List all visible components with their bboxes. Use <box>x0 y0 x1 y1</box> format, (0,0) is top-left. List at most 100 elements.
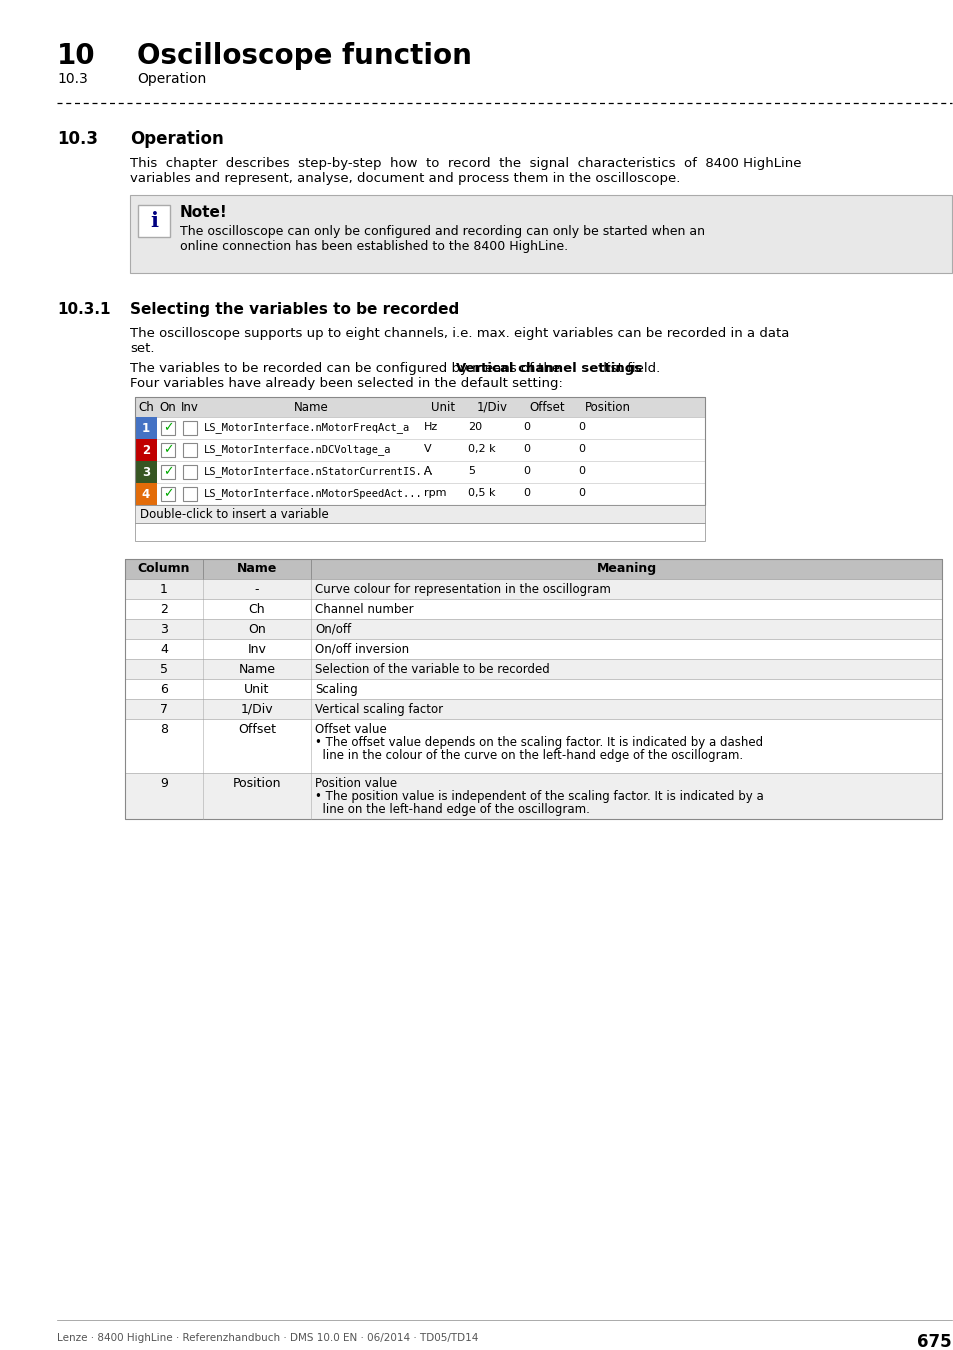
Text: Ch: Ch <box>138 401 153 414</box>
Text: online connection has been established to the 8400 HighLine.: online connection has been established t… <box>180 240 568 252</box>
Text: LS_MotorInterface.nMotorFreqAct_a: LS_MotorInterface.nMotorFreqAct_a <box>204 423 410 433</box>
Text: Inv: Inv <box>247 643 266 656</box>
Text: i: i <box>150 211 158 231</box>
Bar <box>135 483 704 505</box>
Text: 1: 1 <box>160 583 168 595</box>
Text: Offset: Offset <box>529 401 565 414</box>
Text: 4: 4 <box>142 487 150 501</box>
Bar <box>135 460 704 483</box>
Bar <box>161 464 174 479</box>
Text: LS_MotorInterface.nDCVoltage_a: LS_MotorInterface.nDCVoltage_a <box>204 444 391 455</box>
Text: Curve colour for representation in the oscillogram: Curve colour for representation in the o… <box>314 583 610 595</box>
Text: Name: Name <box>236 562 277 575</box>
Text: 1/Div: 1/Div <box>240 703 273 716</box>
Text: 0,5 k: 0,5 k <box>468 487 495 498</box>
Text: 1/Div: 1/Div <box>476 401 507 414</box>
Text: 0: 0 <box>578 423 584 432</box>
Text: Four variables have already been selected in the default setting:: Four variables have already been selecte… <box>130 377 562 390</box>
Text: Offset value: Offset value <box>314 724 386 736</box>
Text: Unit: Unit <box>431 401 455 414</box>
Bar <box>135 417 704 439</box>
Text: 0: 0 <box>578 487 584 498</box>
Bar <box>125 659 941 679</box>
Text: 0,2 k: 0,2 k <box>468 444 496 454</box>
Bar <box>135 397 704 417</box>
Text: -: - <box>254 583 259 595</box>
Bar <box>125 620 941 639</box>
Text: 9: 9 <box>160 778 168 790</box>
Text: 10.3: 10.3 <box>57 72 88 86</box>
Text: set.: set. <box>130 342 154 355</box>
Text: line on the left-hand edge of the oscillogram.: line on the left-hand edge of the oscill… <box>314 803 589 815</box>
Text: ✓: ✓ <box>163 444 173 456</box>
Text: Note!: Note! <box>180 205 228 220</box>
Bar <box>125 579 941 599</box>
Text: 4: 4 <box>160 643 168 656</box>
Text: • The position value is independent of the scaling factor. It is indicated by a: • The position value is independent of t… <box>314 790 763 803</box>
Text: Offset: Offset <box>237 724 275 736</box>
Text: 0: 0 <box>522 487 530 498</box>
Text: Inv: Inv <box>181 401 199 414</box>
Bar <box>125 774 941 819</box>
Bar <box>125 559 941 579</box>
Text: Vertical scaling factor: Vertical scaling factor <box>314 703 442 716</box>
Text: The oscilloscope supports up to eight channels, i.e. max. eight variables can be: The oscilloscope supports up to eight ch… <box>130 327 788 340</box>
Text: line in the colour of the curve on the left-hand edge of the oscillogram.: line in the colour of the curve on the l… <box>314 749 742 761</box>
Text: ✓: ✓ <box>163 487 173 501</box>
Bar <box>135 439 157 460</box>
Bar <box>183 421 196 435</box>
Text: 3: 3 <box>142 466 150 479</box>
Text: Unit: Unit <box>244 683 270 697</box>
Text: Ch: Ch <box>249 603 265 616</box>
Text: 10.3: 10.3 <box>57 130 98 148</box>
Text: Column: Column <box>137 562 190 575</box>
Text: 0: 0 <box>522 444 530 454</box>
Text: Oscilloscope function: Oscilloscope function <box>137 42 472 70</box>
Text: 5: 5 <box>468 466 475 477</box>
Text: V: V <box>423 444 431 454</box>
Text: Selection of the variable to be recorded: Selection of the variable to be recorded <box>314 663 549 676</box>
Bar <box>183 443 196 458</box>
Text: Name: Name <box>294 401 328 414</box>
Bar <box>183 487 196 501</box>
Bar <box>135 397 704 505</box>
Text: The oscilloscope can only be configured and recording can only be started when a: The oscilloscope can only be configured … <box>180 225 704 238</box>
Bar <box>161 487 174 501</box>
Text: Scaling: Scaling <box>314 683 357 697</box>
Text: 0: 0 <box>578 466 584 477</box>
Text: Selecting the variables to be recorded: Selecting the variables to be recorded <box>130 302 458 317</box>
Text: Hz: Hz <box>423 423 437 432</box>
Text: 0: 0 <box>578 444 584 454</box>
Text: On/off inversion: On/off inversion <box>314 643 409 656</box>
Bar <box>125 699 941 720</box>
Text: 0: 0 <box>522 466 530 477</box>
Bar <box>138 205 170 238</box>
Bar <box>161 421 174 435</box>
Text: Vertical channel settings: Vertical channel settings <box>456 362 641 375</box>
Bar <box>135 460 157 483</box>
Text: On: On <box>159 401 176 414</box>
Bar <box>135 522 704 541</box>
Text: ✓: ✓ <box>163 421 173 435</box>
Text: ✓: ✓ <box>163 466 173 478</box>
Text: 20: 20 <box>468 423 481 432</box>
Text: 675: 675 <box>917 1332 951 1350</box>
Bar <box>130 194 951 273</box>
Bar <box>135 505 704 522</box>
Bar <box>125 720 941 774</box>
Text: rpm: rpm <box>423 487 446 498</box>
Bar <box>135 417 157 439</box>
Text: 10.3.1: 10.3.1 <box>57 302 111 317</box>
Text: On: On <box>248 622 266 636</box>
Text: Position value: Position value <box>314 778 396 790</box>
Text: Meaning: Meaning <box>596 562 656 575</box>
Bar <box>125 679 941 699</box>
Text: Lenze · 8400 HighLine · Referenzhandbuch · DMS 10.0 EN · 06/2014 · TD05/TD14: Lenze · 8400 HighLine · Referenzhandbuch… <box>57 1332 477 1343</box>
Text: 3: 3 <box>160 622 168 636</box>
Text: A: A <box>423 466 431 477</box>
Text: Channel number: Channel number <box>314 603 414 616</box>
Text: 8: 8 <box>160 724 168 736</box>
Text: The variables to be recorded can be configured by means of the: The variables to be recorded can be conf… <box>130 362 564 375</box>
Text: LS_MotorInterface.nMotorSpeedAct...: LS_MotorInterface.nMotorSpeedAct... <box>204 487 422 500</box>
Bar <box>125 639 941 659</box>
